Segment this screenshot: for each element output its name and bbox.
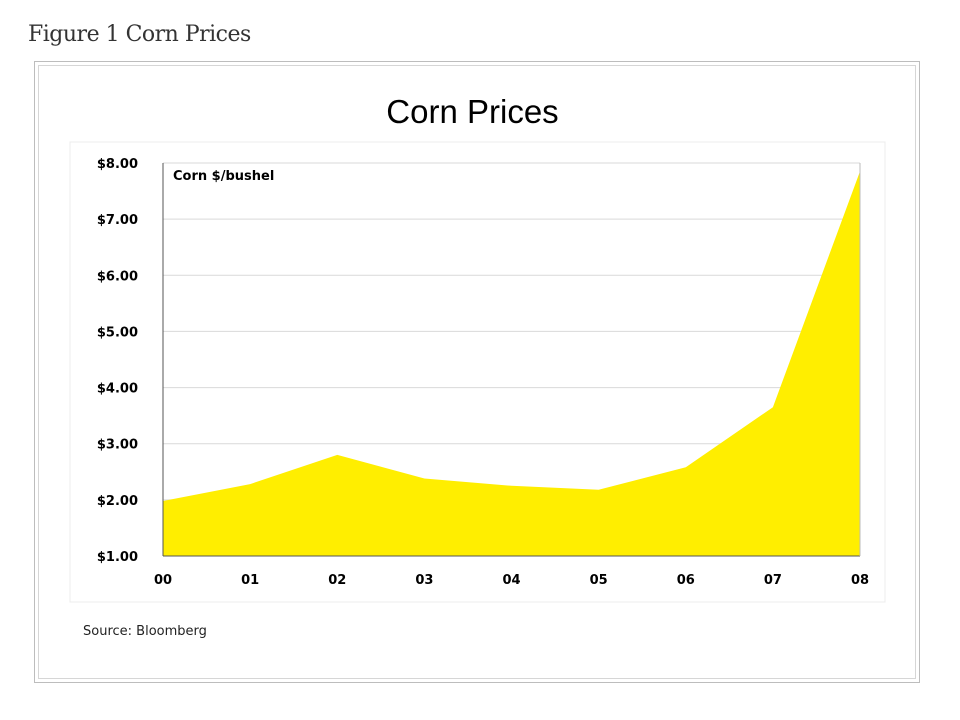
y-tick-label: $2.00 [97,494,138,509]
figure-caption: Figure 1 Corn Prices [28,22,251,47]
y-tick-label: $6.00 [97,269,138,284]
x-tick-label: 07 [764,573,782,588]
series-annotation: Corn $/bushel [173,169,274,184]
x-tick-labels: 00 01 02 03 04 05 06 07 08 [154,573,869,588]
area-series [163,171,860,556]
x-tick-label: 00 [154,573,172,588]
x-tick-label: 04 [502,573,520,588]
x-tick-label: 08 [851,573,869,588]
x-tick-label: 05 [590,573,608,588]
y-tick-label: $3.00 [97,438,138,453]
x-tick-label: 03 [415,573,433,588]
x-tick-label: 02 [328,573,346,588]
x-tick-label: 06 [677,573,695,588]
y-tick-label: $4.00 [97,382,138,397]
chart-title: Corn Prices [386,93,559,130]
y-tick-label: $8.00 [97,157,138,172]
corn-price-area [163,171,860,556]
figure-frame [34,61,920,683]
x-tick-label: 01 [241,573,259,588]
figure-frame-inner [38,65,916,679]
y-tick-label: $5.00 [97,325,138,340]
y-tick-labels: $1.00 $2.00 $3.00 $4.00 $5.00 $6.00 $7.00 $8.00 [97,157,138,565]
y-tick-label: $1.00 [97,550,138,565]
y-tick-label: $7.00 [97,213,138,228]
axes [162,163,861,557]
source-note: Source: Bloomberg [83,624,207,639]
